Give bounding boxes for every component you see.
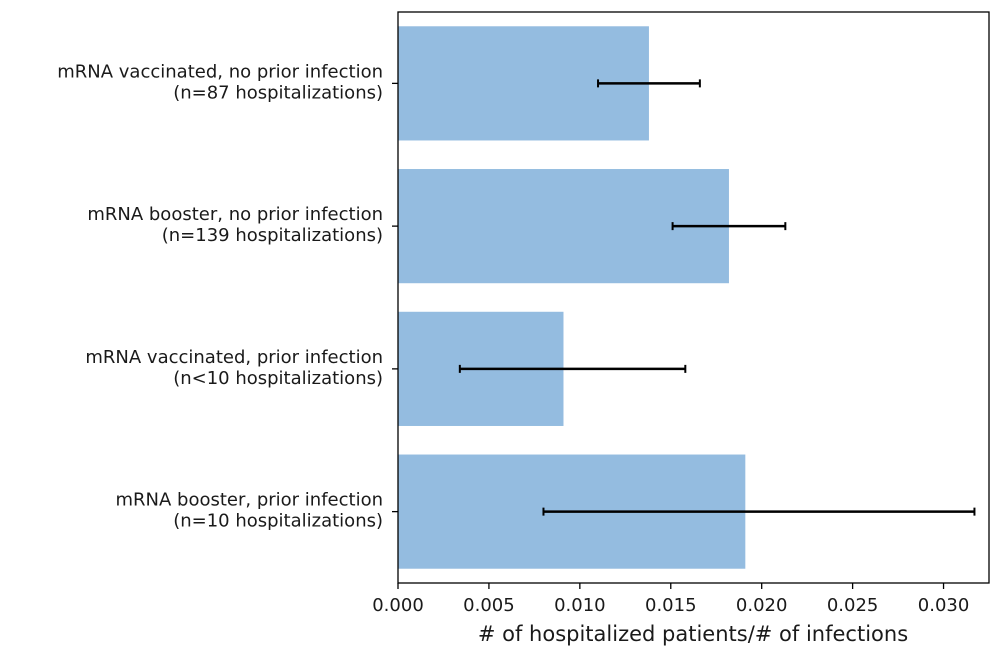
x-axis-title: # of hospitalized patients/# of infectio… <box>478 622 908 646</box>
category-label-line1: mRNA booster, no prior infection <box>87 204 383 225</box>
category-label-line2: (n=10 hospitalizations) <box>173 511 383 532</box>
category-label-line1: mRNA vaccinated, prior infection <box>85 347 383 368</box>
x-axis-ticks: 0.000 0.005 0.010 0.015 0.020 0.025 0.030 <box>372 583 969 616</box>
bars-group <box>398 26 746 569</box>
x-tick-label: 0.005 <box>463 595 515 616</box>
category-label-line1: mRNA booster, prior infection <box>115 490 383 511</box>
x-tick-label: 0.020 <box>736 595 788 616</box>
category-label-line1: mRNA vaccinated, no prior infection <box>57 61 383 82</box>
category-label-line2: (n<10 hospitalizations) <box>173 368 383 389</box>
x-tick-label: 0.015 <box>645 595 697 616</box>
y-axis-ticks: mRNA vaccinated, no prior infection(n=87… <box>57 61 398 532</box>
x-tick-label: 0.000 <box>372 595 424 616</box>
plot-frame <box>397 11 990 584</box>
x-tick-label: 0.030 <box>918 595 970 616</box>
x-tick-label: 0.010 <box>554 595 606 616</box>
error-bars-group <box>458 79 976 516</box>
x-tick-label: 0.025 <box>827 595 879 616</box>
category-label-line2: (n=87 hospitalizations) <box>173 82 383 103</box>
category-label-line2: (n=139 hospitalizations) <box>162 225 383 246</box>
